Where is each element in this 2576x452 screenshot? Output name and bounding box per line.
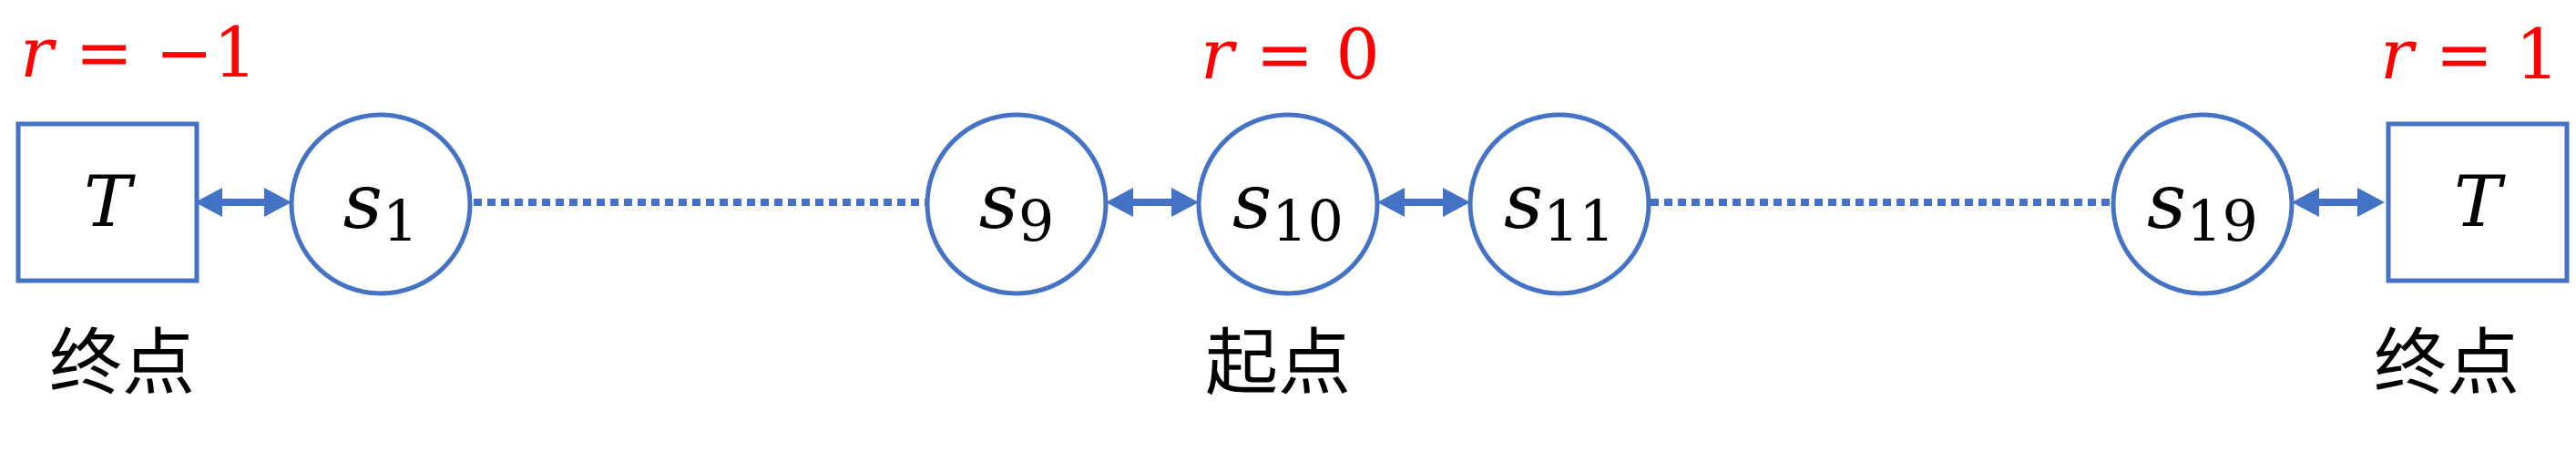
terminal-label-right: T — [2454, 161, 2506, 243]
state-label-s1: s1 — [343, 157, 419, 254]
state-node-s9 — [925, 112, 1109, 296]
terminal-label-left: T — [84, 161, 136, 243]
state-label-s10: s10 — [1232, 157, 1344, 254]
terminal-caption-left: 终点 — [49, 321, 195, 406]
terminal-caption-right: 终点 — [2374, 321, 2520, 406]
state-label-s11: s11 — [1504, 157, 1615, 254]
start-caption: 起点 — [1205, 321, 1351, 406]
reward-right: r = 1 — [2380, 14, 2560, 95]
terminal-node-right — [2386, 121, 2570, 283]
state-node-s19 — [2111, 112, 2295, 296]
state-node-s11 — [1467, 112, 1651, 296]
double-arrow-t-s1 — [195, 188, 291, 217]
state-node-s1 — [289, 112, 473, 296]
double-arrow-s9-s10 — [1106, 188, 1199, 217]
state-label-s19: s19 — [2147, 157, 2258, 254]
double-arrow-s19-t — [2292, 188, 2385, 217]
state-label-s9: s9 — [979, 157, 1055, 254]
terminal-node-left — [15, 121, 199, 283]
reward-middle: r = 0 — [1201, 14, 1380, 95]
reward-left: r = −1 — [20, 12, 257, 93]
state-node-s10 — [1196, 112, 1380, 296]
double-arrow-s10-s11 — [1377, 188, 1470, 217]
